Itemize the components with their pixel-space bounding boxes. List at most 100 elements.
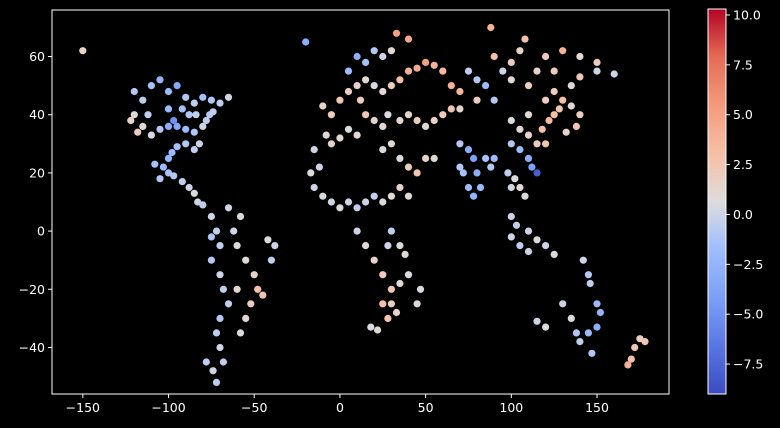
scatter-point	[199, 122, 207, 130]
scatter-point	[168, 148, 176, 157]
scatter-point	[202, 358, 210, 366]
scatter-point	[516, 146, 524, 154]
scatter-point	[387, 300, 395, 308]
scatter-point	[147, 131, 155, 139]
scatter-point	[190, 189, 198, 197]
scatter-point	[207, 256, 215, 264]
colorbar-tick-label: −7.5	[733, 357, 763, 372]
scatter-point	[387, 192, 395, 200]
scatter-point	[212, 378, 221, 386]
scatter-point	[524, 227, 533, 235]
scatter-point	[641, 338, 649, 346]
scatter-point	[545, 116, 553, 125]
scatter-point	[521, 35, 529, 43]
scatter-point	[490, 154, 498, 162]
scatter-point	[315, 163, 323, 171]
y-tick-label: 40	[29, 107, 45, 122]
scatter-point	[588, 349, 596, 357]
scatter-point	[413, 64, 421, 72]
scatter-point	[507, 116, 515, 125]
scatter-point	[533, 169, 541, 177]
scatter-point	[631, 343, 639, 352]
scatter-point	[464, 67, 473, 75]
scatter-point	[396, 116, 404, 125]
scatter-point	[195, 140, 203, 148]
scatter-point	[507, 183, 515, 192]
scatter-point	[250, 271, 258, 279]
scatter-point	[572, 329, 581, 337]
scatter-point	[396, 279, 404, 288]
scatter-point	[516, 242, 524, 250]
scatter-point	[370, 47, 378, 55]
scatter-point	[387, 82, 395, 90]
scatter-point	[379, 122, 387, 130]
scatter-point	[230, 227, 238, 235]
scatter-point	[207, 212, 215, 221]
scatter-point	[584, 329, 593, 337]
scatter-point	[310, 146, 318, 154]
scatter-point	[459, 169, 467, 177]
scatter-point	[567, 82, 575, 90]
scatter-point	[596, 308, 605, 317]
scatter-point	[413, 300, 421, 308]
scatter-point	[447, 105, 455, 113]
x-tick-label: −150	[66, 400, 100, 415]
scatter-point	[310, 183, 318, 192]
scatter-point	[593, 58, 601, 66]
scatter-point	[353, 131, 361, 139]
scatter-point	[456, 140, 464, 148]
x-tick-label: 100	[499, 400, 523, 415]
scatter-point	[593, 67, 601, 75]
scatter-point	[319, 102, 327, 110]
scatter-point	[507, 233, 515, 241]
scatter-point	[482, 82, 490, 90]
scatter-point	[242, 314, 250, 322]
scatter-point	[370, 116, 378, 125]
scatter-point	[524, 111, 533, 119]
scatter-point	[567, 102, 575, 110]
scatter-point	[559, 47, 567, 55]
scatter-point	[482, 154, 490, 162]
scatter-point	[182, 93, 190, 101]
scatter-point	[233, 242, 241, 250]
scatter-point	[542, 242, 550, 250]
scatter-point	[156, 76, 164, 84]
scatter-point	[367, 323, 375, 331]
scatter-point	[370, 256, 378, 264]
scatter-point	[173, 122, 181, 130]
scatter-point	[511, 175, 519, 183]
scatter-point	[404, 192, 413, 200]
colorbar-tick-label: 10.0	[733, 7, 761, 22]
scatter-point	[374, 326, 382, 334]
scatter-point	[404, 35, 413, 43]
scatter-point	[322, 131, 330, 139]
scatter-point	[542, 323, 550, 331]
y-tick-label: 20	[29, 165, 45, 180]
scatter-point	[476, 183, 485, 192]
scatter-point	[224, 300, 233, 308]
scatter-point	[178, 178, 186, 186]
scatter-point	[156, 125, 164, 133]
scatter-point	[164, 105, 173, 113]
scatter-point	[130, 87, 138, 96]
scatter-point	[524, 247, 533, 256]
scatter-point	[384, 111, 392, 119]
scatter-point	[562, 128, 570, 136]
y-tick-label: 60	[29, 49, 45, 64]
scatter-point	[392, 29, 401, 37]
x-tick-label: −100	[151, 400, 185, 415]
scatter-point	[164, 122, 173, 130]
y-tick-label: −20	[19, 282, 45, 297]
scatter-point	[559, 300, 567, 308]
scatter-point	[336, 134, 344, 142]
scatter-point	[353, 204, 361, 212]
scatter-point	[490, 52, 498, 61]
scatter-point	[404, 163, 413, 171]
scatter-point	[212, 329, 221, 337]
scatter-point	[413, 116, 421, 125]
scatter-point	[247, 300, 255, 308]
scatter-point	[507, 140, 515, 148]
scatter-point	[555, 105, 563, 113]
scatter-point	[170, 116, 178, 125]
scatter-point	[362, 58, 370, 66]
